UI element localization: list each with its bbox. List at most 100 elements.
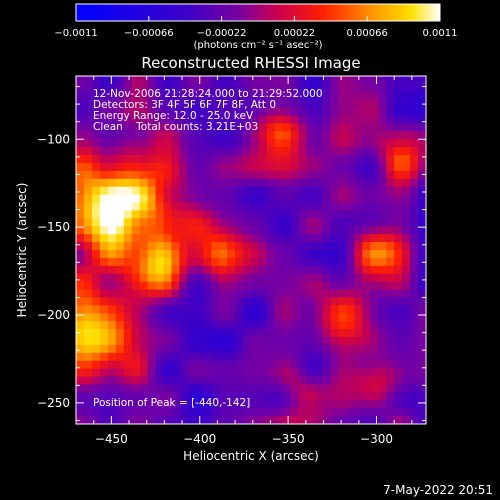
heatmap-cell	[410, 265, 419, 275]
heatmap-cell	[91, 202, 101, 212]
heatmap-cell	[107, 352, 117, 362]
heatmap-cell	[211, 360, 220, 370]
heatmap-cell	[402, 147, 411, 156]
heatmap-cell	[306, 147, 316, 156]
heatmap-cell	[290, 163, 300, 172]
heatmap-cell	[410, 131, 419, 140]
heatmap-cell	[322, 384, 332, 393]
heatmap-cell	[155, 202, 165, 212]
heatmap-cell	[314, 107, 324, 117]
heatmap-cell	[402, 186, 411, 196]
heatmap-cell	[83, 344, 93, 354]
heatmap-cell	[131, 305, 141, 314]
heatmap-cell	[306, 368, 316, 378]
heatmap-cell	[394, 91, 403, 101]
heatmap-cell	[107, 321, 117, 330]
heatmap-cell	[91, 115, 101, 125]
heatmap-cell	[211, 107, 220, 117]
heatmap-cell	[410, 107, 419, 117]
heatmap-cell	[402, 281, 411, 291]
heatmap-cell	[266, 273, 276, 283]
heatmap-cell	[227, 305, 236, 314]
heatmap-cell	[322, 337, 332, 346]
heatmap-cell	[123, 170, 133, 180]
heatmap-cell	[195, 178, 204, 188]
heatmap-cell	[322, 186, 332, 196]
heatmap-cell	[235, 376, 244, 386]
heatmap-cell	[235, 242, 244, 251]
heatmap-cell	[107, 194, 117, 204]
heatmap-cell	[107, 163, 117, 172]
heatmap-cell	[243, 107, 252, 117]
heatmap-cell	[378, 337, 387, 346]
heatmap-cell	[306, 305, 316, 314]
heatmap-cell	[83, 226, 93, 235]
heatmap-cell	[266, 218, 276, 227]
chart-title: Reconstructed RHESSI Image	[141, 54, 360, 72]
heatmap-cell	[274, 91, 284, 101]
heatmap-cell	[147, 297, 157, 306]
colorbar-tick-label: −0.00066	[124, 28, 174, 39]
heatmap-cell	[314, 226, 324, 235]
heatmap-cell	[314, 313, 324, 322]
heatmap-cell	[131, 337, 141, 346]
heatmap-cell	[171, 329, 180, 338]
heatmap-cell	[91, 257, 101, 267]
heatmap-cell	[187, 321, 196, 330]
heatmap-cell	[139, 76, 149, 85]
heatmap-cell	[187, 416, 196, 424]
heatmap-cell	[243, 226, 252, 235]
heatmap-cell	[378, 265, 387, 275]
heatmap-cell	[83, 408, 93, 417]
heatmap-cell	[243, 257, 252, 267]
heatmap-cell	[243, 376, 252, 386]
heatmap-cell	[354, 344, 363, 354]
heatmap-cell	[235, 234, 244, 243]
heatmap-cell	[123, 115, 133, 125]
heatmap-cell	[163, 376, 173, 386]
heatmap-cell	[139, 416, 149, 424]
heatmap-cell	[346, 234, 355, 243]
heatmap-cell	[258, 352, 268, 362]
heatmap-cell	[306, 329, 316, 338]
heatmap-cell	[394, 329, 403, 338]
heatmap-cell	[171, 368, 180, 378]
heatmap-cell	[274, 289, 284, 299]
heatmap-cell	[314, 139, 324, 148]
heatmap-cell	[219, 186, 228, 196]
heatmap-cell	[115, 123, 125, 132]
heatmap-cell	[274, 99, 284, 109]
heatmap-cell	[330, 91, 340, 101]
heatmap-cell	[346, 352, 355, 362]
heatmap-cell	[76, 289, 85, 299]
heatmap-cell	[258, 289, 268, 299]
heatmap-cell	[203, 123, 212, 132]
heatmap-cell	[266, 91, 276, 101]
heatmap-cell	[322, 123, 332, 132]
heatmap-cell	[155, 115, 165, 125]
heatmap-cell	[274, 76, 284, 85]
heatmap-cell	[91, 91, 101, 101]
heatmap-cell	[386, 400, 395, 409]
heatmap-cell	[354, 257, 363, 267]
heatmap-cell	[306, 107, 316, 117]
heatmap-cell	[274, 400, 284, 409]
heatmap-cell	[203, 226, 212, 235]
heatmap-cell	[115, 163, 125, 172]
heatmap-cell	[338, 250, 348, 259]
heatmap-cell	[115, 186, 125, 196]
heatmap-cell	[314, 147, 324, 156]
heatmap-cell	[227, 400, 236, 409]
heatmap-cell	[235, 329, 244, 338]
heatmap-cell	[322, 273, 332, 283]
heatmap-cell	[195, 226, 204, 235]
heatmap-cell	[139, 408, 149, 417]
heatmap-cell	[354, 178, 363, 188]
heatmap-cell	[290, 170, 300, 180]
heatmap-cell	[354, 242, 363, 251]
heatmap-cell	[282, 123, 292, 132]
heatmap-cell	[402, 257, 411, 267]
heatmap-cell	[123, 344, 133, 354]
heatmap-cell	[107, 218, 117, 227]
heatmap-cell	[314, 170, 324, 180]
